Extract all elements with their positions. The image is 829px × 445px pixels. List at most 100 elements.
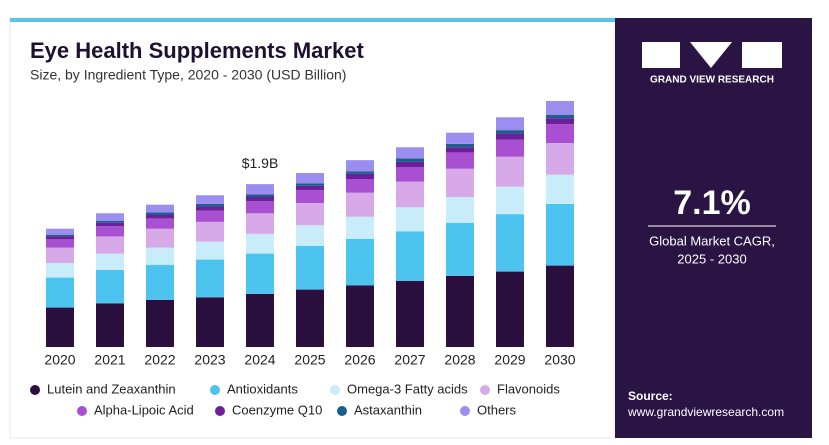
legend-label: Alpha-Lipoic Acid xyxy=(94,402,194,417)
bar-segment xyxy=(96,221,124,223)
x-tick-label: 2030 xyxy=(544,352,575,368)
brand: GRAND VIEW RESEARCH xyxy=(650,75,774,86)
x-tick-label: 2029 xyxy=(494,352,525,368)
bar-segment xyxy=(546,203,574,266)
source: www.grandviewresearch.com xyxy=(627,405,784,419)
bar-segment xyxy=(496,214,524,272)
legend-label: Lutein and Zeaxanthin xyxy=(47,381,176,396)
bar-segment xyxy=(496,117,524,131)
bar-segment xyxy=(346,171,374,174)
bar-segment xyxy=(196,297,224,347)
bar-segment xyxy=(146,204,174,213)
bar-segment xyxy=(196,195,224,204)
bar-segment xyxy=(46,307,74,347)
bar-segment xyxy=(296,289,324,347)
bar-segment xyxy=(546,143,574,175)
legend-marker xyxy=(210,385,220,395)
bar-segment xyxy=(346,239,374,286)
bar-segment xyxy=(146,228,174,248)
bar-segment xyxy=(246,197,274,202)
logo-block xyxy=(642,42,680,68)
bar-segment xyxy=(546,265,574,347)
bar-segment xyxy=(396,181,424,208)
data-label: $1.9B xyxy=(242,155,279,171)
bar-segment xyxy=(446,197,474,223)
cagr-label: 2025 - 2030 xyxy=(677,251,746,266)
x-tick-label: 2024 xyxy=(244,352,275,368)
bar-segment xyxy=(46,277,74,308)
bar-segment xyxy=(246,233,274,254)
bar-segment xyxy=(246,201,274,214)
bar-segment xyxy=(546,114,574,119)
legend-marker xyxy=(480,385,490,395)
bar-segment xyxy=(396,281,424,347)
bar-segment xyxy=(346,173,374,179)
bar-segment xyxy=(46,228,74,235)
bar-segment xyxy=(496,186,524,215)
bar-segment xyxy=(196,206,224,211)
x-tick-label: 2026 xyxy=(344,352,375,368)
cagr-label: Global Market CAGR, xyxy=(649,233,775,248)
bar-segment xyxy=(96,226,124,237)
bar-segment xyxy=(446,275,474,347)
legend-marker xyxy=(330,385,340,395)
x-tick-label: 2025 xyxy=(294,352,325,368)
x-tick-label: 2021 xyxy=(94,352,125,368)
bar-segment xyxy=(246,253,274,294)
top-border xyxy=(10,18,615,22)
bar-segment xyxy=(196,259,224,298)
bar-segment xyxy=(546,101,574,115)
sidebar xyxy=(615,18,812,438)
legend-label: Astaxanthin xyxy=(354,402,422,417)
bar-segment xyxy=(446,152,474,169)
bar-segment xyxy=(346,216,374,239)
legend-label: Flavonoids xyxy=(497,381,560,396)
bar-segment xyxy=(446,222,474,276)
bar-segment xyxy=(346,160,374,172)
legend-label: Coenzyme Q10 xyxy=(232,402,322,417)
bar-segment xyxy=(196,241,224,260)
bar-segment xyxy=(446,132,474,144)
bar-segment xyxy=(296,245,324,290)
bar-segment xyxy=(146,247,174,265)
legend-marker xyxy=(337,406,347,416)
bar-segment xyxy=(546,118,574,125)
logo-block xyxy=(742,42,782,68)
bar-segment xyxy=(346,192,374,217)
bar-segment xyxy=(296,183,324,186)
bar-segment xyxy=(346,285,374,347)
bar-segment xyxy=(46,247,74,263)
bar-segment xyxy=(296,203,324,226)
cagr-value: 7.1% xyxy=(673,184,751,222)
bar-segment xyxy=(396,207,424,232)
bar-segment xyxy=(446,168,474,197)
bar-segment xyxy=(146,264,174,300)
chart-title: Eye Health Supplements Market xyxy=(30,38,364,63)
legend-marker xyxy=(77,406,87,416)
bar-segment xyxy=(296,173,324,184)
bar-segment xyxy=(146,212,174,215)
legend-marker xyxy=(215,406,225,416)
bar-segment xyxy=(396,161,424,167)
bar-segment xyxy=(346,179,374,193)
bar-segment xyxy=(96,269,124,304)
bar-segment xyxy=(246,213,274,234)
bar-segment xyxy=(146,215,174,219)
bar-segment xyxy=(496,271,524,347)
bar-segment xyxy=(296,185,324,191)
bar-segment xyxy=(396,231,424,281)
bar-segment xyxy=(196,203,224,207)
bar-segment xyxy=(246,194,274,197)
legend-marker xyxy=(30,385,40,395)
x-tick-label: 2027 xyxy=(394,352,425,368)
bar-segment xyxy=(296,225,324,246)
bar-segment xyxy=(46,234,74,237)
legend-marker xyxy=(460,406,470,416)
bar-segment xyxy=(396,158,424,162)
logo-block xyxy=(690,42,732,68)
bar-segment xyxy=(496,130,524,134)
bar-segment xyxy=(196,221,224,242)
legend-label: Others xyxy=(477,402,517,417)
